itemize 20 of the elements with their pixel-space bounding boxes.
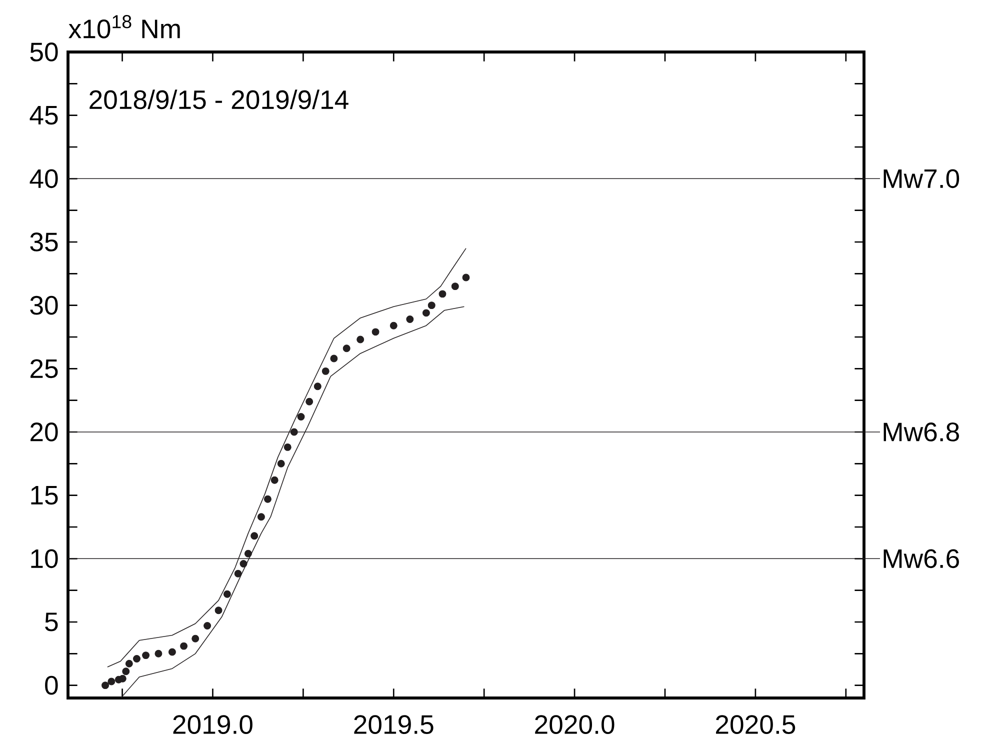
x-tick-label: 2020.5: [716, 715, 796, 734]
y-tick-label: 30: [30, 296, 58, 315]
y-tick-label: 20: [30, 422, 58, 442]
x-tick-label: 2019.5: [354, 715, 434, 734]
y-tick-label: 50: [30, 42, 58, 62]
y-tick-label: 5: [45, 612, 58, 632]
ref-line-label: Mw6.8: [884, 422, 959, 442]
x-tick-label: 2019.0: [173, 715, 252, 734]
y-tick-label: 35: [30, 232, 58, 252]
y-tick-label: 40: [30, 169, 58, 188]
y-tick-label: 15: [31, 486, 58, 505]
y-tick-label: 45: [30, 106, 58, 125]
ref-line-label: Mw7.0: [884, 169, 960, 188]
x-tick-label: 2020.0: [535, 715, 614, 734]
y-tick-label: 25: [30, 359, 58, 378]
y-tick-label: 10: [31, 549, 58, 568]
y-axis-title: x10$^{18}$ Nm: [68, 15, 180, 38]
annotation: 2018/9/15 - 2019/9/14: [90, 90, 348, 110]
ref-line-label: Mw6.6: [884, 549, 959, 568]
y-tick-label: 0: [45, 676, 58, 695]
